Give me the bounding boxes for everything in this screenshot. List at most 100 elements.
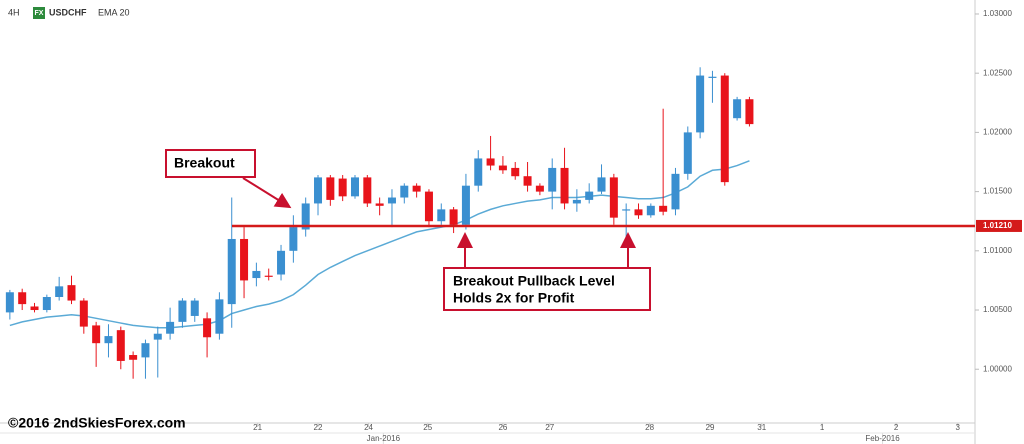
x-tick-label: 25 — [423, 423, 432, 432]
candle-body — [116, 330, 125, 361]
candle-body — [5, 292, 14, 313]
arrow — [242, 177, 292, 209]
candle-body — [523, 176, 532, 186]
candle-body — [745, 99, 754, 125]
annotation: Holds 2x for Profit — [453, 290, 575, 306]
ema-line — [9, 160, 750, 329]
candle-body — [42, 297, 51, 311]
candle-body — [129, 355, 138, 360]
candle-body — [424, 191, 433, 222]
candle-body — [659, 205, 668, 212]
timeframe: 4H — [8, 7, 20, 17]
badge-box — [33, 7, 45, 19]
month-label: Jan-2016 — [367, 434, 401, 443]
level-label: 1.01210 — [983, 221, 1012, 230]
candle-body — [203, 318, 212, 338]
candle-body — [511, 167, 520, 177]
x-tick-label: 29 — [706, 423, 715, 432]
x-tick-label: 24 — [364, 423, 373, 432]
x-tick-label: 1 — [820, 423, 825, 432]
candle-body — [264, 275, 273, 277]
candle-body — [400, 185, 409, 198]
candle-body — [141, 343, 150, 358]
candle-body — [350, 177, 359, 197]
candle-body — [240, 238, 249, 281]
candle-body — [412, 185, 421, 192]
candle-body — [671, 173, 680, 210]
copyright: ©2016 2ndSkiesForex.com — [8, 415, 186, 431]
candle-body — [190, 300, 199, 316]
candle-body — [535, 185, 544, 192]
candle-body — [252, 270, 261, 279]
candle-body — [597, 177, 606, 192]
x-tick-label: 22 — [314, 423, 323, 432]
y-tick-label: 1.02000 — [983, 128, 1012, 137]
candle-body — [55, 286, 64, 297]
candle-body — [708, 76, 717, 78]
candle-body — [314, 177, 323, 204]
candle-body — [387, 197, 396, 204]
annotation-box — [443, 267, 651, 311]
candle-body — [301, 203, 310, 230]
y-tick-label: 1.00000 — [983, 364, 1012, 373]
y-tick-label: 1.02500 — [983, 68, 1012, 77]
candle-body — [363, 177, 372, 204]
candle-body — [486, 158, 495, 166]
candle-body — [375, 203, 384, 206]
candle-body — [572, 199, 581, 204]
x-tick-label: 2 — [894, 423, 899, 432]
candle-body — [733, 99, 742, 119]
candle-body — [437, 209, 446, 222]
candle-body — [178, 300, 187, 322]
candle-body — [474, 158, 483, 186]
candle-body — [622, 209, 631, 211]
candle-body — [585, 191, 594, 200]
candle-body — [683, 132, 692, 174]
annotation-box — [165, 149, 256, 178]
annotation: Breakout — [174, 155, 235, 171]
candle-body — [449, 209, 458, 225]
candle-body — [79, 300, 88, 327]
x-tick-label: 28 — [645, 423, 654, 432]
x-tick-label: 31 — [757, 423, 766, 432]
plot-area — [5, 67, 754, 379]
x-tick-label: 26 — [498, 423, 507, 432]
candle-body — [720, 75, 729, 183]
candle-body — [18, 292, 27, 305]
candle-body — [104, 336, 113, 344]
level-badge — [976, 219, 1022, 232]
candle-body — [289, 227, 298, 251]
candle-body — [646, 205, 655, 216]
candle-body — [560, 167, 569, 204]
candle-body — [30, 306, 39, 311]
y-tick-label: 1.01500 — [983, 187, 1012, 196]
candle-body — [609, 177, 618, 218]
candle-body — [92, 325, 101, 344]
candle-body — [227, 238, 236, 305]
candle-body — [548, 167, 557, 192]
y-tick-label: 1.03000 — [983, 9, 1012, 18]
candle-body — [277, 250, 286, 275]
y-tick-label: 1.00500 — [983, 305, 1012, 314]
candle-body — [215, 299, 224, 334]
candle-body — [338, 178, 347, 197]
y-tick-label: 1.01000 — [983, 246, 1012, 255]
symbol: USDCHF — [49, 7, 87, 17]
candle-body — [461, 185, 470, 225]
candle-body — [67, 285, 76, 301]
badge: FX — [35, 10, 44, 17]
candle-body — [696, 75, 705, 133]
candle-body — [326, 177, 335, 200]
candle-body — [153, 333, 162, 340]
x-tick-label: 21 — [253, 423, 262, 432]
candle-body — [166, 321, 175, 334]
annotation: Breakout Pullback Level — [453, 273, 615, 289]
indicator: EMA 20 — [98, 7, 130, 17]
candle-body — [498, 165, 507, 171]
month-label: Feb-2016 — [865, 434, 900, 443]
x-tick-label: 3 — [956, 423, 961, 432]
x-tick-label: 27 — [545, 423, 554, 432]
